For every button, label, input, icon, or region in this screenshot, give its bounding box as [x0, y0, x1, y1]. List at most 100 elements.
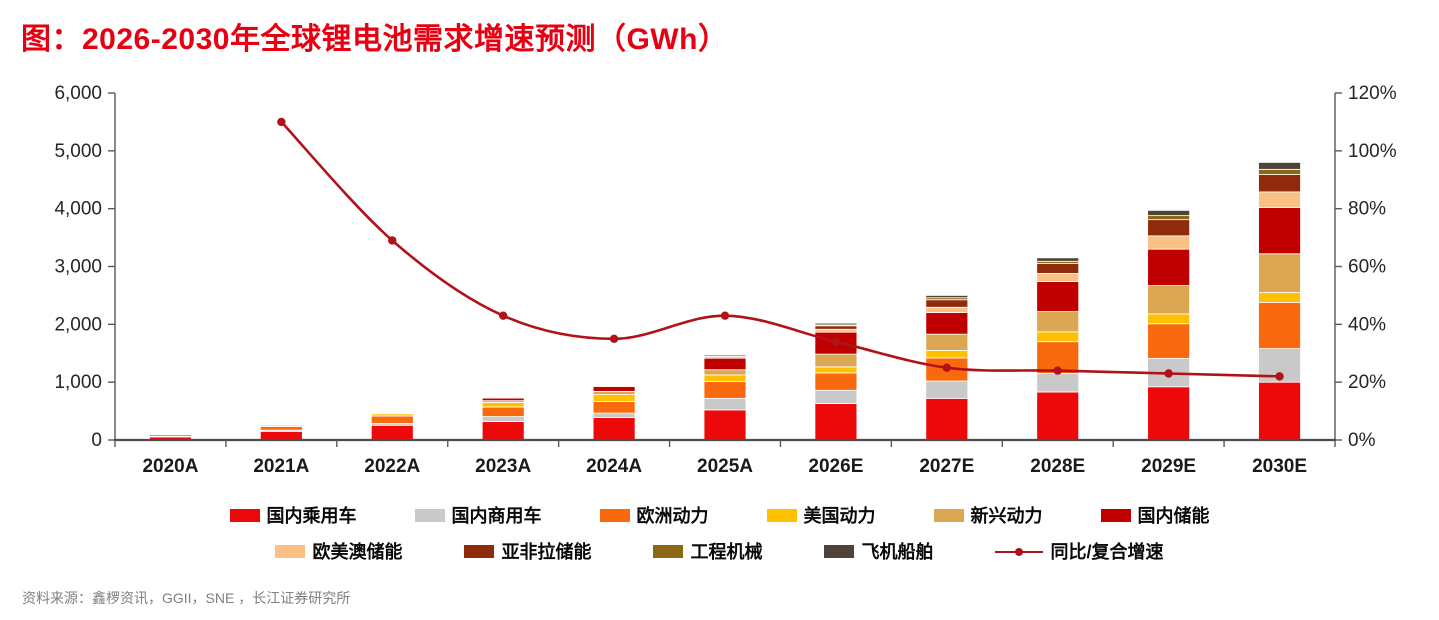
bar-segment — [1036, 281, 1080, 313]
legend-item: 飞机船舶 — [824, 538, 933, 564]
y-tick-label-left: 3,000 — [54, 257, 102, 278]
legend-item: 国内乘用车 — [229, 502, 357, 528]
bar-segment — [1258, 191, 1301, 208]
bar-segment — [925, 380, 969, 399]
chart-title: 图：2026-2030年全球锂电池需求增速预测（GWh） — [21, 23, 729, 56]
x-tick-label: 2020A — [142, 456, 198, 477]
legend-label: 同比/复合增速 — [1050, 542, 1164, 562]
y-tick-label-right: 120% — [1348, 83, 1397, 104]
bar-segment — [703, 397, 747, 411]
legend-swatch-icon — [229, 508, 260, 522]
legend-label: 国内乘用车 — [266, 506, 357, 526]
bar-segment — [925, 349, 969, 359]
legend-item-growth-line: 同比/复合增速 — [995, 538, 1164, 564]
bar-segment — [1258, 292, 1301, 303]
bar-segment — [259, 422, 303, 425]
growth-line-marker — [388, 236, 397, 245]
growth-line-marker — [1053, 366, 1062, 375]
y-tick-label-left: 0 — [91, 430, 102, 451]
x-tick-label: 2028E — [1030, 456, 1085, 477]
bar-segment — [814, 389, 858, 404]
legend-label: 国内储能 — [1137, 506, 1210, 526]
bar-segment — [370, 424, 414, 441]
bar-segment — [592, 417, 636, 441]
legend-swatch-icon — [275, 544, 306, 558]
bar-segment — [592, 391, 636, 396]
bar-segment — [1147, 285, 1191, 315]
legend-row-2: 欧美澳储能 亚非拉储能 工程机械 飞机船舶 同比/复合增速 — [0, 533, 1439, 569]
bar-segment — [1258, 168, 1301, 175]
y-tick-label-right: 20% — [1348, 372, 1386, 393]
bar-segment — [1258, 253, 1301, 293]
bar-segment — [1147, 386, 1191, 441]
bar-segment — [370, 415, 414, 424]
legend-label: 新兴动力 — [970, 506, 1043, 526]
bar-segment — [1147, 323, 1191, 359]
bar-segment — [814, 328, 858, 333]
bar-segment — [925, 306, 969, 313]
x-tick-label: 2022A — [364, 456, 420, 477]
legend-row-1: 国内乘用车 国内商用车 欧洲动力 美国动力 新兴动力 国内储能 — [0, 497, 1439, 533]
bar-segment — [592, 386, 636, 392]
bar-segment — [1258, 162, 1301, 170]
bar-segment — [592, 394, 636, 402]
bar-segment — [814, 325, 858, 330]
legend-item: 亚非拉储能 — [464, 538, 591, 564]
growth-line-marker — [498, 311, 508, 320]
y-tick-label-left: 6,000 — [54, 83, 102, 104]
legend-swatch-icon — [464, 544, 495, 558]
bar-segment — [481, 402, 525, 408]
legend-swatch-icon — [766, 508, 797, 522]
bar-segment — [1258, 301, 1301, 350]
legend-label: 美国动力 — [803, 506, 876, 526]
growth-line-marker — [277, 117, 286, 127]
legend-item: 欧洲动力 — [599, 502, 709, 528]
growth-line-marker — [831, 337, 841, 346]
legend-swatch-icon — [1100, 508, 1131, 522]
growth-line-marker — [1275, 372, 1284, 381]
bar-segment — [703, 409, 747, 441]
legend-label: 亚非拉储能 — [501, 542, 592, 562]
legend-label: 欧洲动力 — [636, 506, 709, 526]
bar-segment — [592, 401, 636, 414]
source-note: 资料来源：鑫椤资讯，GGII，SNE ，长江证券研究所 — [22, 590, 351, 606]
legend-item: 美国动力 — [766, 502, 876, 528]
bar-segment — [481, 421, 525, 441]
growth-line-marker — [942, 363, 952, 372]
bar-segment — [1147, 313, 1191, 325]
bar-segment — [1258, 174, 1301, 193]
legend-label: 飞机船舶 — [861, 542, 934, 562]
bar-segment — [814, 322, 858, 326]
bar-segment — [925, 299, 969, 308]
legend-item: 欧美澳储能 — [275, 538, 402, 564]
bar-segment — [814, 353, 858, 368]
legend-swatch-icon — [933, 508, 964, 522]
bar-segment — [1036, 257, 1080, 262]
y-tick-label-right: 80% — [1348, 199, 1386, 220]
legend-item: 新兴动力 — [933, 502, 1043, 528]
growth-line-marker — [720, 311, 730, 320]
bar-segment — [1147, 235, 1191, 250]
x-tick-label: 2029E — [1141, 456, 1196, 477]
bar-segment — [592, 384, 636, 386]
growth-line-marker — [609, 334, 619, 343]
bar-segment — [259, 430, 303, 441]
bar-segment — [703, 357, 747, 371]
legend-item: 国内商用车 — [414, 502, 542, 528]
y-tick-label-right: 60% — [1348, 257, 1386, 278]
bar-segment — [1036, 263, 1080, 274]
x-tick-label: 2026E — [808, 456, 863, 477]
growth-line-marker — [1164, 369, 1173, 378]
bar-segment — [481, 416, 525, 422]
x-tick-label: 2030E — [1252, 456, 1307, 477]
bar-segment — [703, 381, 747, 399]
y-tick-label-left: 5,000 — [54, 141, 102, 162]
bar-segment — [1036, 373, 1080, 393]
legend-label: 工程机械 — [690, 542, 763, 562]
x-tick-label: 2021A — [253, 456, 309, 477]
bar-segment — [925, 333, 969, 351]
legend-swatch-icon — [653, 544, 684, 558]
legend-swatch-icon — [599, 508, 630, 522]
bar-segment — [1036, 273, 1080, 282]
bar-segment — [703, 374, 747, 382]
